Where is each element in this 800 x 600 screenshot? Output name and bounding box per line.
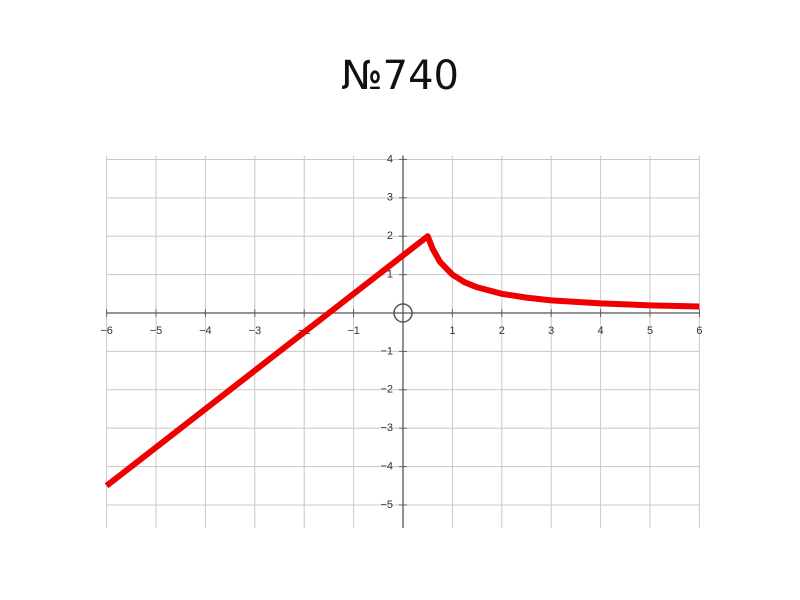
x-tick-label: 1 bbox=[449, 325, 455, 337]
x-tick-label: −4 bbox=[199, 325, 212, 337]
x-tick-label: 6 bbox=[696, 325, 702, 337]
y-tick-label: −5 bbox=[380, 499, 393, 511]
x-tick-label: −1 bbox=[347, 325, 360, 337]
y-tick-label: −3 bbox=[380, 422, 393, 434]
x-tick-label: 5 bbox=[647, 325, 653, 337]
x-tick-label: −3 bbox=[249, 325, 262, 337]
origin-marker bbox=[393, 303, 413, 323]
x-tick-label: −6 bbox=[100, 325, 113, 337]
chart-title: №740 bbox=[341, 53, 459, 99]
x-tick-label: 2 bbox=[499, 325, 505, 337]
x-tick-label: 4 bbox=[598, 325, 604, 337]
y-tick-label: −4 bbox=[380, 460, 393, 472]
y-tick-label: −2 bbox=[380, 384, 393, 396]
y-tick-label: 4 bbox=[387, 153, 393, 165]
x-tick-label: −5 bbox=[150, 325, 163, 337]
y-tick-label: −1 bbox=[380, 345, 393, 357]
y-tick-label: 1 bbox=[387, 269, 393, 281]
y-tick-label: 2 bbox=[387, 230, 393, 242]
x-tick-label: 3 bbox=[548, 325, 554, 337]
y-tick-label: 3 bbox=[387, 192, 393, 204]
data-line bbox=[104, 233, 700, 489]
